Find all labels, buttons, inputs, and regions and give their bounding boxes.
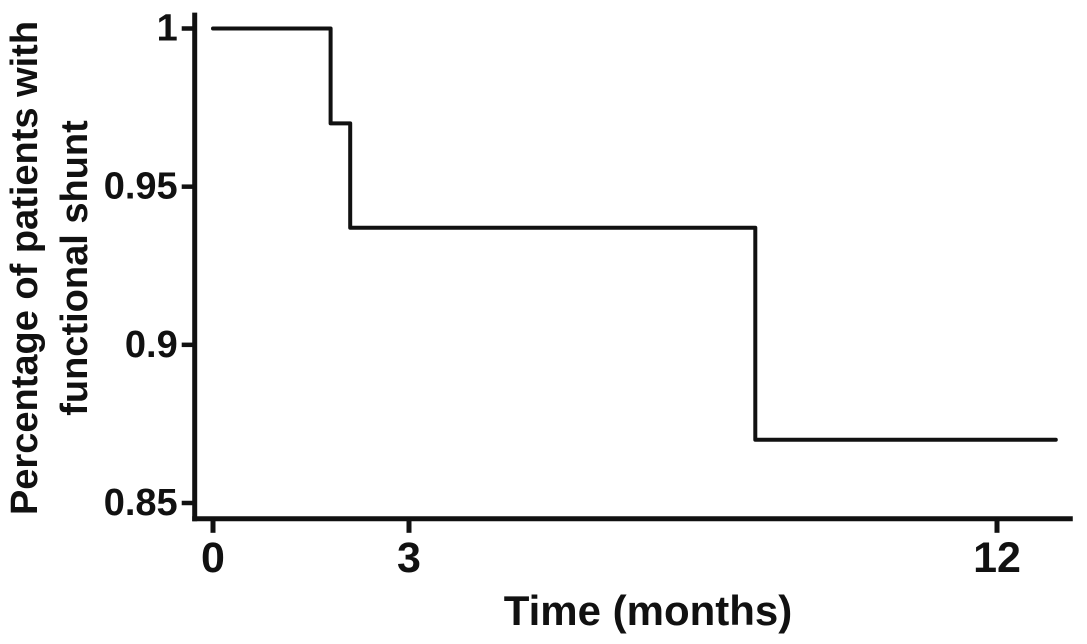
x-axis-title: Time (months)	[503, 587, 793, 634]
y-tick-label: 0.95	[104, 166, 178, 208]
survival-curve	[211, 26, 1058, 442]
axes	[192, 12, 1073, 522]
y-axis-title-line-1: Percentage of patients with	[4, 20, 46, 516]
y-axis-title: Percentage of patients with functional s…	[0, 0, 100, 548]
x-axis-ticks: 0 3 12	[201, 518, 1021, 582]
y-tick-label: 0.85	[104, 482, 178, 524]
y-tick-label: 1	[157, 8, 178, 50]
y-axis-ticks: 1 0.95 0.9 0.85	[104, 8, 196, 524]
y-axis-title-line-2: functional shunt	[54, 120, 96, 416]
x-tick-label: 3	[397, 534, 421, 582]
survival-step-curve	[211, 26, 1058, 442]
x-tick-label: 12	[973, 534, 1021, 582]
y-tick-label: 0.9	[125, 324, 178, 366]
x-tick-label: 0	[201, 534, 225, 582]
